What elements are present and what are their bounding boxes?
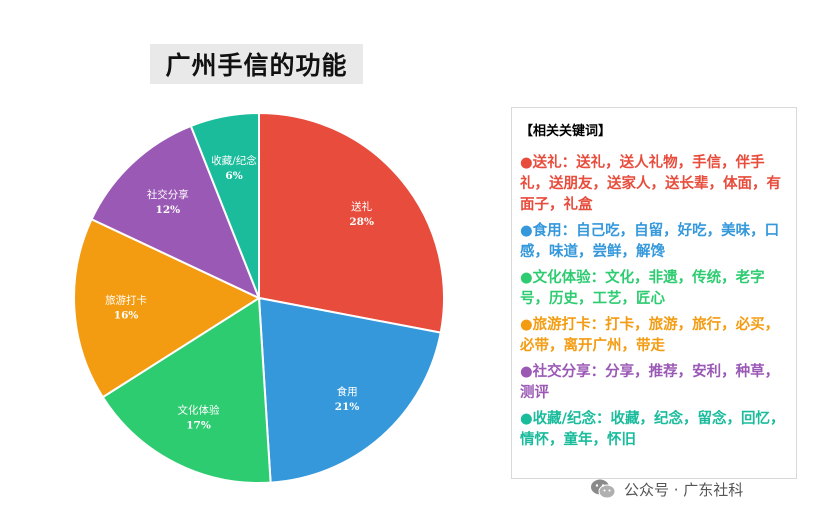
slice-pct-0: 28% (349, 216, 374, 228)
keyword-item-travel: ●旅游打卡：打卡，旅游，旅行，必买，必带，离开广州，带走 (520, 317, 780, 354)
slice-pct-4: 12% (156, 204, 181, 216)
pie-slice-3 (73, 217, 262, 399)
keyword-item-culture: ●文化体验：文化，非遗，传统，老字号，历史，工艺，匠心 (520, 270, 765, 307)
pie-slice-5 (189, 111, 260, 299)
watermark: 公众号 · 广东社科 (590, 478, 743, 500)
keyword-panel: 【相关关键词】 ●送礼：送礼，送人礼物，手信，伴手礼，送朋友，送家人，送长辈，体… (511, 107, 797, 479)
slice-pct-5: 6% (225, 170, 242, 182)
slice-label-4: 社交分享 (147, 188, 189, 201)
keyword-item-collect: ●收藏/纪念：收藏，纪念，留念，回忆，情怀，童年，怀旧 (520, 411, 785, 448)
slice-label-1: 食用 (337, 385, 358, 398)
keyword-item-eat: ●食用：自己吃，自留，好吃，美味，口感，味道，尝鲜，解馋 (520, 223, 780, 260)
pie-slice-0 (258, 111, 445, 334)
chart-title-box: 广州手信的功能 (150, 44, 363, 84)
slice-label-5: 收藏/纪念 (211, 154, 257, 167)
pie-slice-4 (90, 124, 261, 300)
pie-chart: 送礼 28% 食用 21% 文化体验 17% 旅游打卡 16% 社交分享 12% 收藏/纪念 6% (73, 111, 445, 484)
slice-label-2: 文化体验 (178, 404, 220, 417)
keyword-panel-header: 【相关关键词】 (520, 124, 612, 139)
keyword-item-gift: ●送礼：送礼，送人礼物，手信，伴手礼，送朋友，送家人，送长辈，体面，有面子，礼盒 (520, 155, 781, 213)
chart-title: 广州手信的功能 (165, 51, 348, 80)
slice-pct-3: 16% (114, 309, 139, 321)
pie-slice-1 (257, 296, 442, 484)
slice-label-0: 送礼 (351, 200, 372, 213)
wechat-icon (591, 479, 616, 499)
keyword-item-social: ●社交分享：分享，推荐，安利，种草，测评 (520, 364, 780, 401)
slice-pct-2: 17% (186, 420, 211, 432)
slice-label-3: 旅游打卡 (105, 293, 147, 306)
slice-pct-1: 21% (335, 401, 360, 413)
keyword-list: ●送礼：送礼，送人礼物，手信，伴手礼，送朋友，送家人，送长辈，体面，有面子，礼盒… (520, 153, 790, 451)
pie-slice-2 (101, 296, 272, 484)
watermark-text: 公众号 · 广东社科 (624, 480, 744, 499)
